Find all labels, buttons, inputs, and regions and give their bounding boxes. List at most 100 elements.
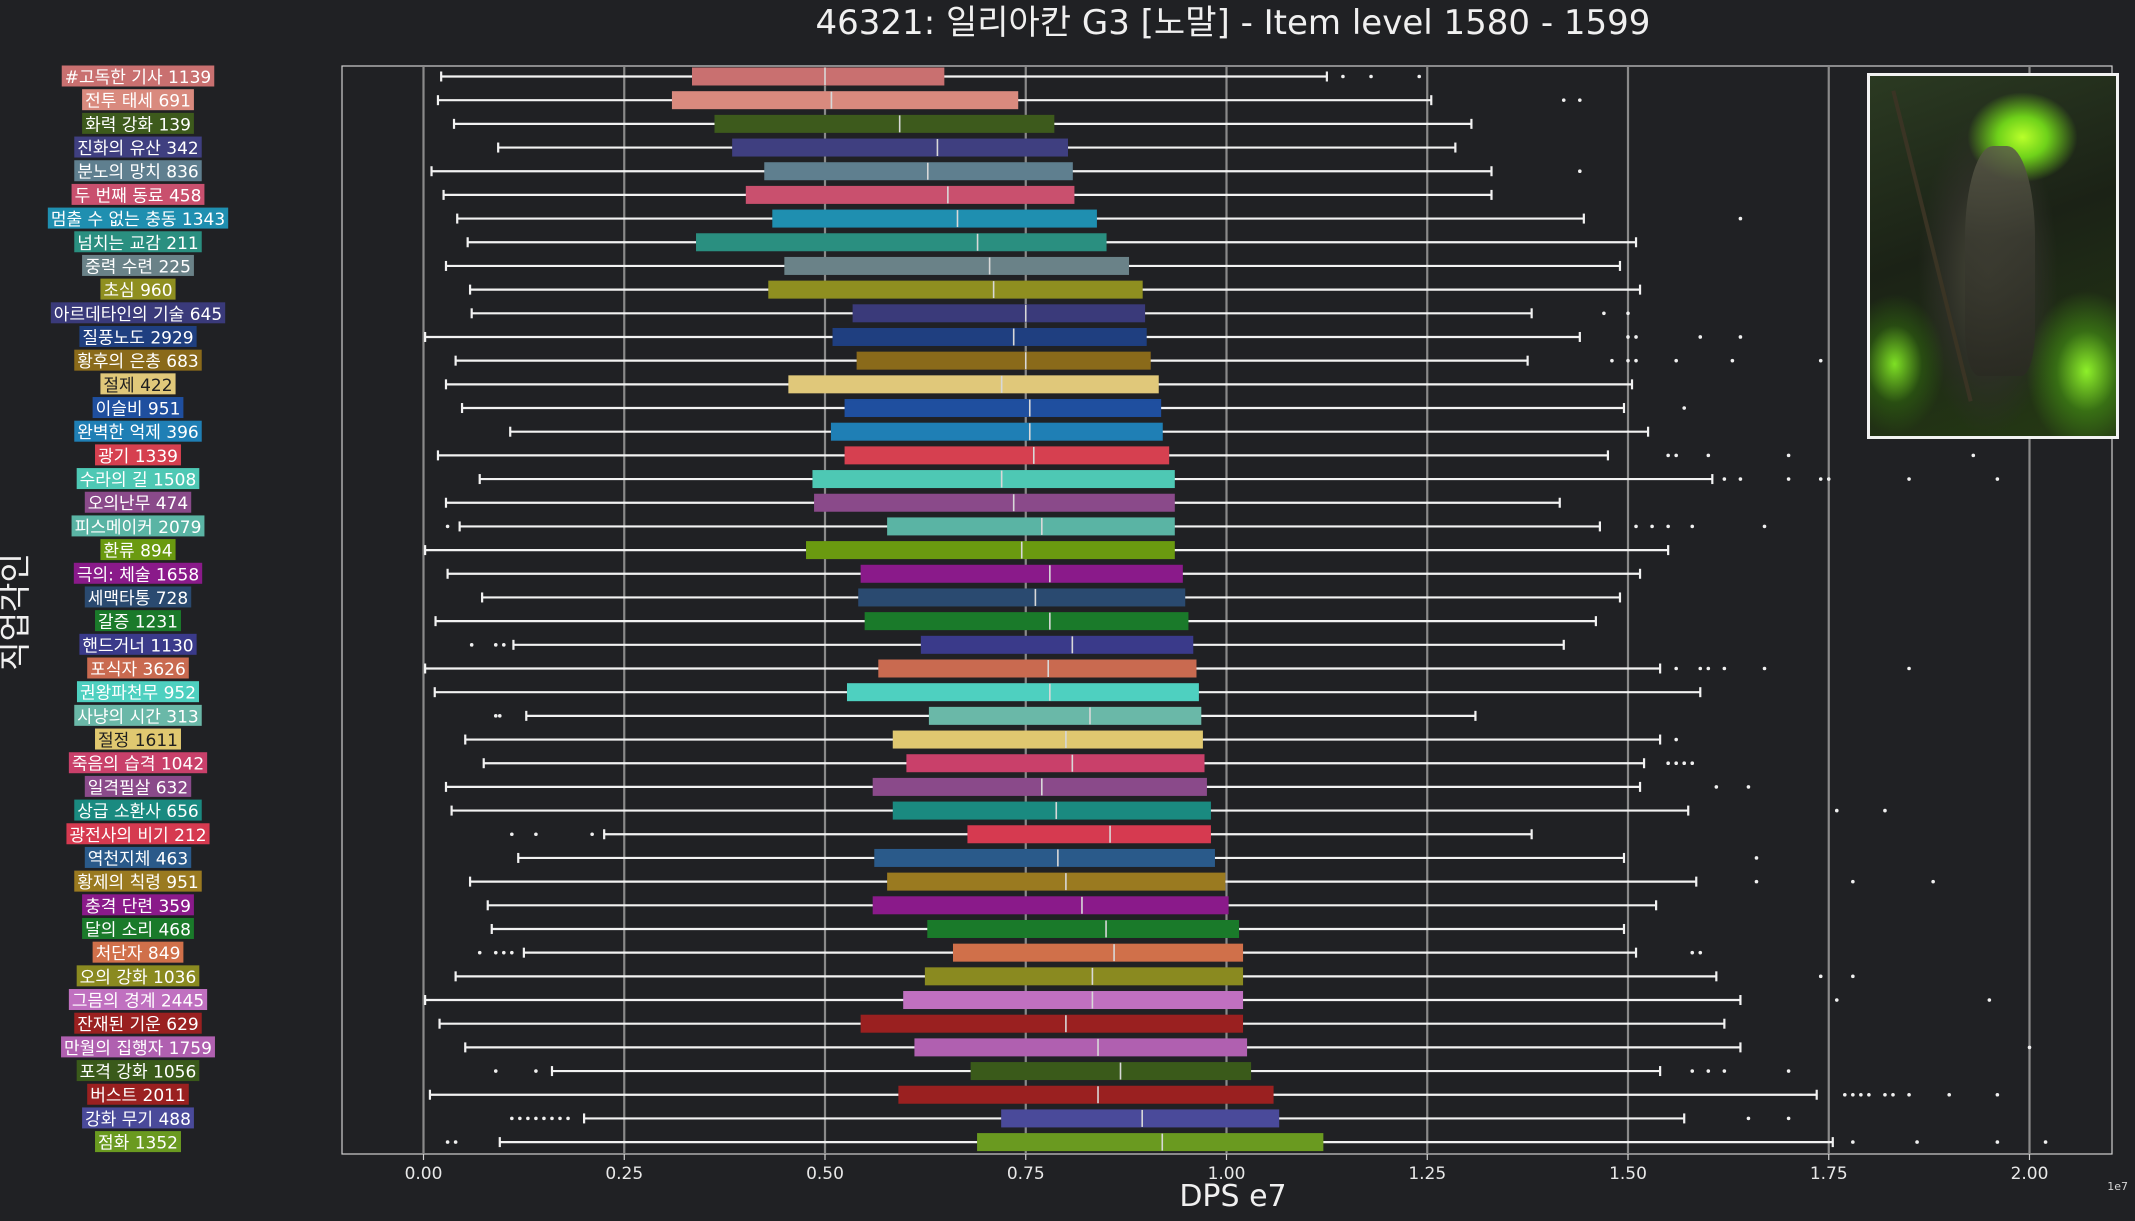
outlier-point — [1843, 1092, 1847, 1097]
outlier-point — [1417, 74, 1422, 79]
box-row — [452, 114, 1473, 133]
outlier-point — [2027, 1045, 2032, 1050]
outlier-point — [1995, 1140, 2000, 1144]
category-label-bg — [68, 989, 208, 1011]
iqr-box — [852, 304, 1146, 323]
category-label-bg — [68, 752, 208, 774]
box-row — [469, 635, 1565, 654]
box-row — [464, 1038, 2032, 1057]
outlier-point — [1369, 74, 1373, 79]
box-row — [486, 896, 1658, 915]
iqr-box — [977, 1133, 1324, 1152]
outlier-point — [1883, 808, 1887, 813]
outlier-point — [1674, 453, 1678, 458]
iqr-box — [812, 470, 1175, 489]
iqr-box — [887, 872, 1226, 891]
category-label: 황제의 칙령 951 — [74, 870, 202, 893]
outlier-point — [445, 1140, 450, 1144]
category-label: 오의 강화 1036 — [76, 965, 200, 988]
box-row — [438, 1014, 1726, 1033]
y-axis-category-labels: #고독한 기사 1139 전투 태세 691 화력 강화 139 진화의 유산 342… — [47, 65, 229, 1154]
iqr-box — [696, 233, 1107, 252]
iqr-box — [898, 1085, 1274, 1104]
outlier-point — [1666, 524, 1670, 529]
iqr-box — [952, 943, 1244, 962]
category-label-bg — [79, 633, 197, 655]
category-label-text: 황제의 칙령 951 — [77, 873, 198, 893]
iqr-box — [872, 777, 1207, 796]
category-label-bg — [74, 420, 202, 442]
category-label: 죽음의 습격 1042 — [68, 752, 208, 775]
category-label-text: 분노의 망치 836 — [77, 163, 198, 183]
category-label-text: 강화 무기 488 — [85, 1110, 191, 1130]
outlier-point — [1987, 998, 1992, 1002]
category-label-text: 전투 태세 691 — [85, 92, 191, 112]
iqr-box — [846, 683, 1199, 702]
category-label-bg — [73, 562, 203, 584]
category-label-bg — [87, 657, 189, 679]
outlier-point — [1786, 453, 1791, 458]
x-tick-label: 1.00 — [1208, 1164, 1246, 1184]
box-row — [510, 1109, 1791, 1128]
category-label-text: 일격필살 632 — [88, 778, 188, 798]
outlier-point — [518, 1116, 522, 1121]
outlier-point — [1706, 666, 1711, 671]
box-row — [509, 422, 1650, 441]
box-row — [460, 399, 1687, 418]
y-axis-label: 직업각인 — [0, 553, 34, 671]
outlier-point — [1754, 879, 1759, 884]
category-label-text: 두 번째 동료 458 — [75, 186, 202, 206]
category-label-bg — [92, 397, 184, 419]
category-label: 세맥타통 728 — [84, 586, 192, 609]
category-label-text: 완벽한 억제 396 — [77, 423, 198, 443]
x-tick-label: 1.75 — [1810, 1164, 1848, 1184]
category-label: 화력 강화 139 — [82, 112, 194, 135]
iqr-box — [874, 848, 1215, 867]
category-label-bg — [74, 136, 202, 158]
outlier-point — [1634, 335, 1638, 339]
outlier-point — [1786, 1116, 1791, 1121]
box-row — [428, 1085, 2000, 1104]
iqr-box — [745, 185, 1075, 204]
box-row — [517, 848, 1759, 867]
outlier-point — [1995, 477, 2000, 481]
outlier-point — [1706, 453, 1711, 458]
box-row — [446, 564, 1642, 583]
category-label-text: 세맥타통 728 — [88, 589, 188, 609]
category-label: 완벽한 억제 396 — [74, 420, 202, 443]
box-row — [470, 304, 1630, 323]
category-label-text: 절정 1611 — [98, 731, 178, 751]
iqr-box — [856, 351, 1151, 370]
category-label: 핸드거너 1130 — [79, 633, 197, 656]
outlier-point — [502, 643, 506, 647]
category-label-bg — [95, 728, 181, 750]
category-label: 이슬비 951 — [92, 397, 184, 420]
outlier-point — [1851, 974, 1855, 979]
outlier-point — [1602, 311, 1606, 316]
iqr-box — [714, 114, 1055, 133]
category-label: 중력 수련 225 — [82, 254, 194, 277]
iqr-box — [864, 612, 1189, 631]
box-row — [445, 1133, 2048, 1152]
category-label-text: #고독한 기사 1139 — [65, 68, 212, 88]
category-label: 만월의 집행자 1759 — [61, 1036, 215, 1059]
category-label-text: 권왕파천무 952 — [80, 684, 196, 704]
x-axis-offset-label: 1e7 — [2107, 1180, 2128, 1193]
outlier-point — [1851, 879, 1855, 884]
iqr-box — [692, 67, 945, 86]
category-label-bg — [76, 1060, 200, 1082]
outlier-point — [1738, 335, 1743, 339]
outlier-point — [1730, 358, 1735, 363]
category-label-text: 달의 소리 468 — [85, 920, 191, 940]
category-label: 절제 422 — [100, 373, 176, 396]
category-label-bg — [74, 160, 202, 182]
outlier-point — [1971, 453, 1976, 458]
iqr-box — [924, 967, 1244, 986]
outlier-point — [1650, 524, 1654, 529]
outlier-point — [550, 1116, 554, 1121]
outlier-point — [1786, 477, 1791, 481]
box-row — [454, 351, 1823, 370]
box-row — [466, 233, 1638, 252]
category-label-bg — [84, 775, 192, 797]
category-label-text: 사냥의 시간 313 — [77, 707, 198, 727]
